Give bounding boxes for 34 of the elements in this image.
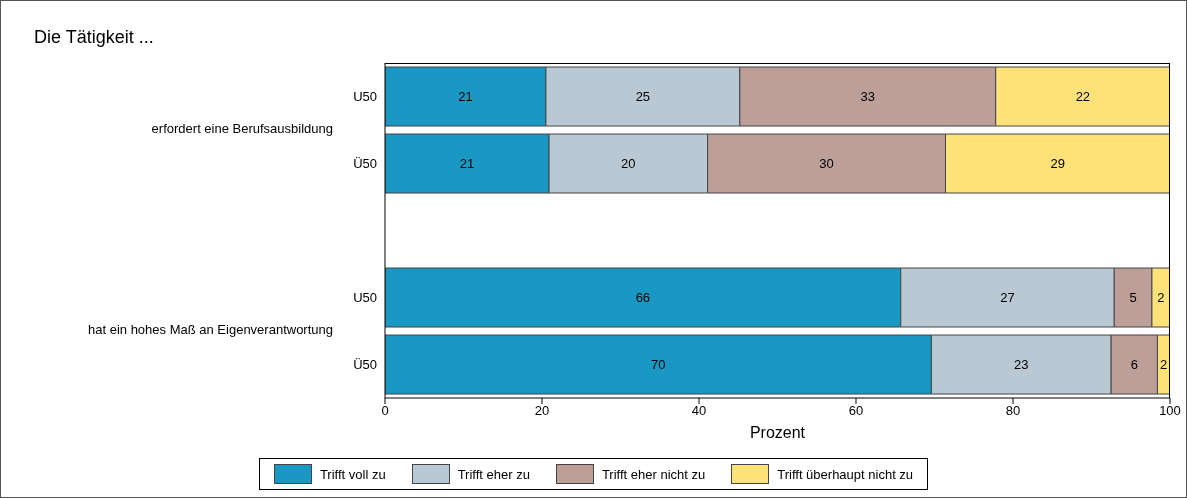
legend-label: Trifft überhaupt nicht zu: [777, 466, 914, 482]
x-tick-label: 60: [848, 403, 864, 419]
x-tick-label: 40: [691, 403, 707, 419]
x-axis-title: Prozent: [748, 424, 807, 442]
y-tick-label: Ü50: [353, 357, 377, 373]
legend-label: Trifft eher nicht zu: [601, 466, 706, 482]
data-label: 20: [621, 156, 636, 172]
data-label: 5: [1129, 290, 1137, 306]
legend-label: Trifft eher zu: [457, 466, 530, 482]
y-tick-label: U50: [353, 89, 377, 105]
data-label: 23: [1014, 357, 1029, 373]
data-label: 70: [650, 357, 666, 373]
data-label: 21: [458, 89, 473, 105]
data-label: 29: [1050, 156, 1065, 172]
text: erfordert eine Berufsausbildung: [151, 121, 333, 136]
data-label: 27: [1000, 290, 1015, 306]
y-tick-label: Ü50: [353, 156, 377, 172]
text: hat ein hohes Maß an Eigenverantwortung: [88, 322, 333, 337]
data-label: 33: [860, 89, 876, 105]
data-label: 25: [635, 89, 651, 105]
data-label: 2: [1157, 290, 1165, 306]
x-tick-label: 0: [381, 403, 389, 419]
data-label: 21: [459, 156, 475, 172]
x-tick-label: 100: [1159, 403, 1181, 419]
data-label: 6: [1130, 357, 1138, 373]
data-label: 66: [635, 290, 651, 306]
x-tick-label: 20: [534, 403, 550, 419]
data-label: 2: [1160, 357, 1168, 373]
data-label: 22: [1075, 89, 1091, 105]
legend-label: Trifft voll zu: [319, 466, 386, 482]
y-tick-label: U50: [353, 290, 377, 306]
data-label: 30: [819, 156, 834, 172]
text: Die Tätigkeit ...: [34, 27, 154, 48]
x-tick-label: 80: [1005, 403, 1021, 419]
